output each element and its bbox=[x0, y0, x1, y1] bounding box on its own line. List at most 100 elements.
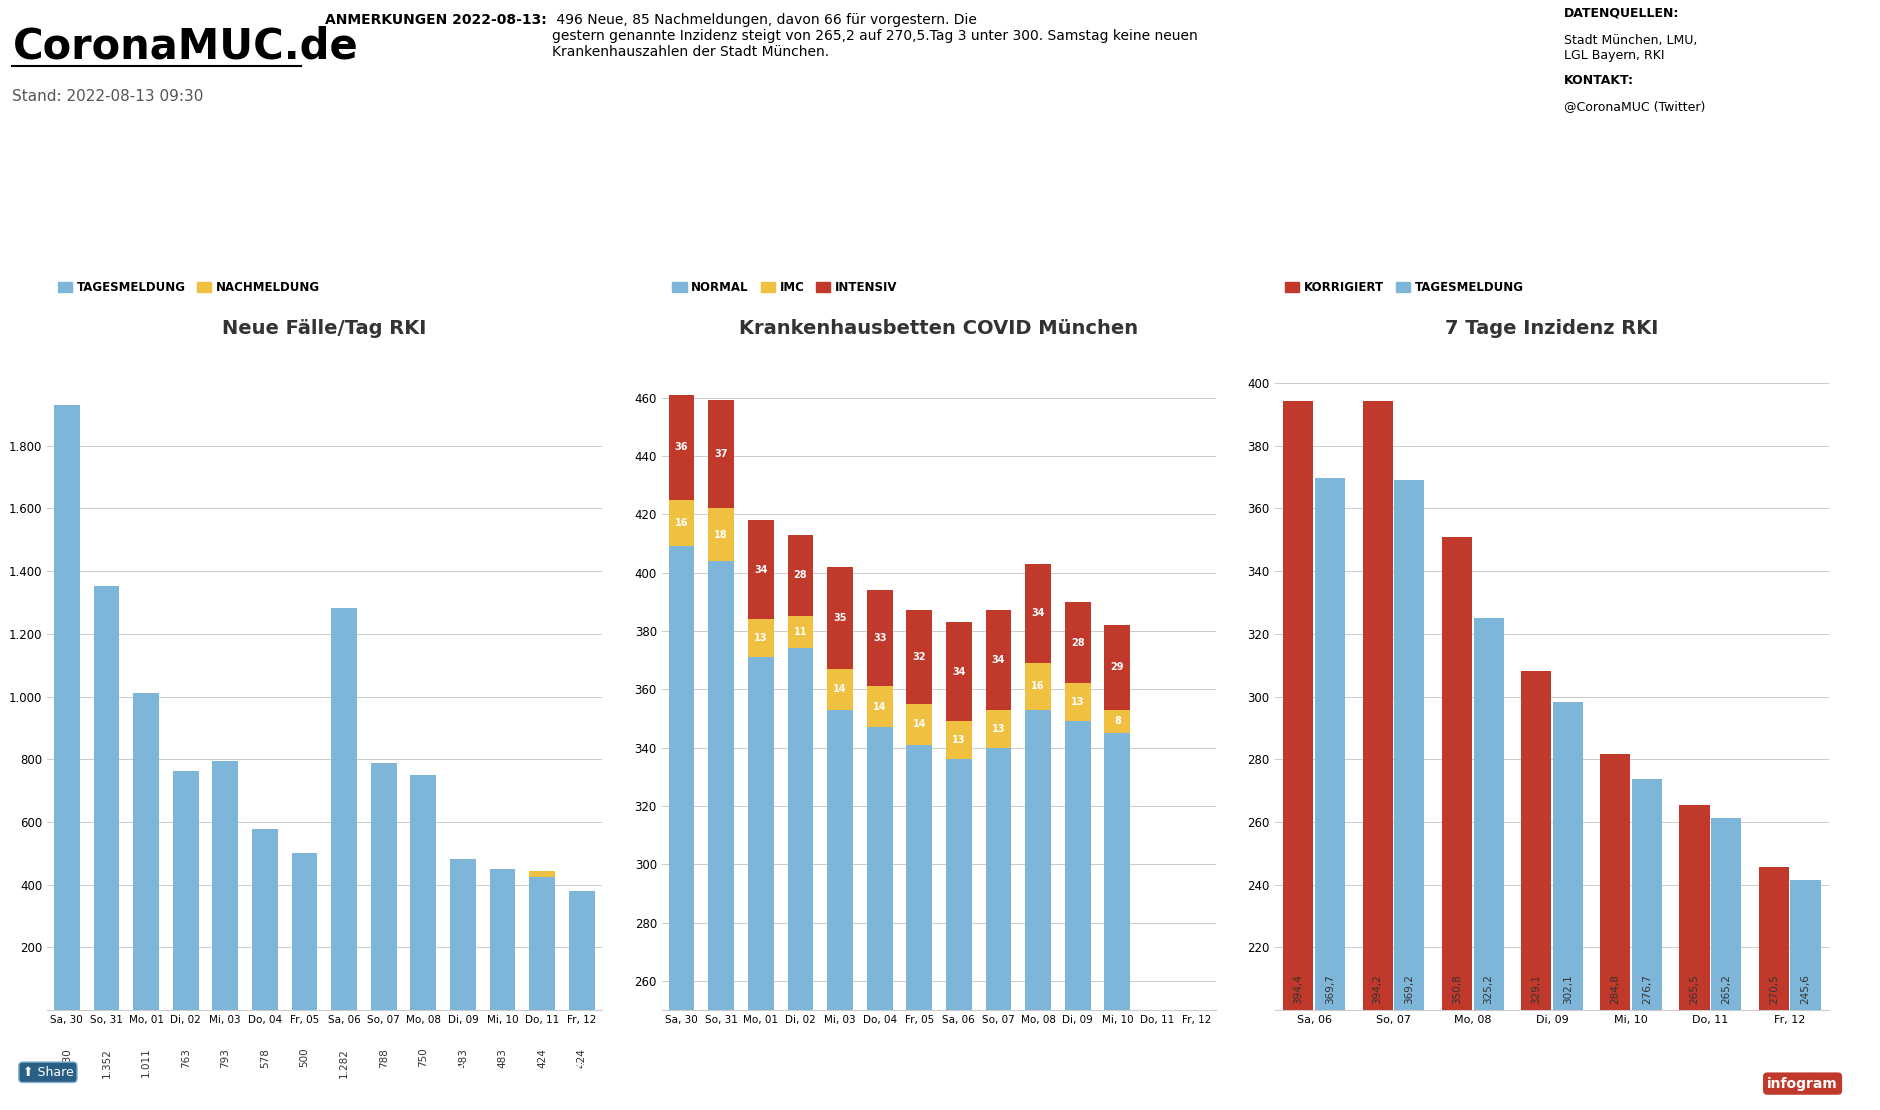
Bar bbox=[827, 669, 854, 709]
Text: 37: 37 bbox=[714, 450, 728, 460]
Text: 33: 33 bbox=[872, 633, 885, 643]
Text: 14: 14 bbox=[912, 719, 927, 729]
Bar bbox=[827, 567, 854, 669]
Bar bbox=[489, 869, 515, 1010]
Bar bbox=[1679, 805, 1709, 1110]
Bar bbox=[1600, 754, 1630, 1110]
Bar bbox=[1025, 564, 1051, 663]
Bar bbox=[410, 775, 436, 1010]
Text: 34: 34 bbox=[951, 667, 966, 677]
Bar bbox=[867, 727, 893, 1110]
Text: Di-Sa, nicht nach
Feiertagen: Di-Sa, nicht nach Feiertagen bbox=[1669, 307, 1777, 335]
Text: 750: 750 bbox=[419, 1048, 429, 1068]
Text: IMC: IMC bbox=[1087, 280, 1107, 290]
Text: ⬆ Share: ⬆ Share bbox=[23, 1066, 73, 1079]
Text: 1.352: 1.352 bbox=[102, 1048, 111, 1078]
Text: 34: 34 bbox=[754, 565, 767, 575]
Text: +496: +496 bbox=[92, 199, 222, 241]
Bar bbox=[212, 761, 239, 1010]
Bar bbox=[570, 891, 594, 1010]
Text: 369,2: 369,2 bbox=[1404, 973, 1414, 1003]
Text: 1.011: 1.011 bbox=[141, 1048, 150, 1078]
Bar bbox=[709, 508, 733, 561]
Text: +3: +3 bbox=[436, 199, 504, 241]
Bar bbox=[1025, 663, 1051, 709]
Text: infogram: infogram bbox=[1767, 1077, 1839, 1091]
Text: 8: 8 bbox=[1083, 201, 1111, 239]
Text: 16: 16 bbox=[675, 518, 688, 528]
Text: 9.335: 9.335 bbox=[713, 199, 854, 241]
Text: @CoronaMUC (Twitter): @CoronaMUC (Twitter) bbox=[1564, 100, 1705, 112]
Text: 13: 13 bbox=[993, 724, 1006, 734]
Bar bbox=[867, 591, 893, 686]
Text: Quelle: LMU: Quelle: LMU bbox=[1372, 315, 1448, 329]
Text: 11: 11 bbox=[793, 627, 807, 637]
Bar bbox=[55, 405, 79, 1010]
Text: CoronaMUC.de: CoronaMUC.de bbox=[13, 26, 359, 68]
Legend: TAGESMELDUNG, NACHMELDUNG: TAGESMELDUNG, NACHMELDUNG bbox=[53, 276, 325, 299]
Bar bbox=[827, 709, 854, 1110]
Bar bbox=[985, 610, 1011, 709]
Legend: KORRIGIERT, TAGESMELDUNG: KORRIGIERT, TAGESMELDUNG bbox=[1280, 276, 1528, 299]
Bar bbox=[985, 747, 1011, 1110]
Bar bbox=[788, 648, 814, 1110]
Text: 483: 483 bbox=[498, 1048, 508, 1068]
Text: Stand: 2022-08-13 09:30: Stand: 2022-08-13 09:30 bbox=[13, 90, 203, 104]
Text: 28: 28 bbox=[793, 571, 807, 581]
Bar bbox=[946, 759, 972, 1110]
Text: 302,1: 302,1 bbox=[1562, 975, 1574, 1003]
Bar bbox=[1474, 617, 1504, 1110]
Bar bbox=[946, 722, 972, 759]
Bar bbox=[669, 546, 694, 1110]
Text: 265,2: 265,2 bbox=[1722, 973, 1731, 1003]
Bar bbox=[906, 610, 932, 704]
Text: BESTÄTIGTE FÄLLE: BESTÄTIGTE FÄLLE bbox=[96, 149, 218, 161]
Bar bbox=[1632, 779, 1662, 1110]
Bar bbox=[985, 709, 1011, 747]
Text: 394,4: 394,4 bbox=[1293, 973, 1303, 1003]
Bar bbox=[370, 763, 397, 1010]
Text: 350,8: 350,8 bbox=[1451, 975, 1463, 1003]
Text: 788: 788 bbox=[378, 1048, 389, 1068]
Text: 245,6: 245,6 bbox=[1653, 199, 1794, 241]
Text: Genesene: 607.094: Genesene: 607.094 bbox=[722, 315, 844, 329]
Bar bbox=[1758, 867, 1790, 1110]
Bar bbox=[1363, 401, 1393, 1110]
Text: 500: 500 bbox=[299, 1048, 310, 1068]
Bar bbox=[748, 657, 775, 1110]
Bar bbox=[449, 859, 476, 1010]
Text: 14: 14 bbox=[833, 684, 846, 694]
Bar bbox=[1553, 703, 1583, 1110]
Bar bbox=[1104, 625, 1130, 709]
Title: Neue Fälle/Tag RKI: Neue Fälle/Tag RKI bbox=[222, 320, 427, 339]
Bar bbox=[709, 561, 733, 1110]
Bar bbox=[173, 770, 199, 1010]
Text: AKTUELL INFIZIERTE*: AKTUELL INFIZIERTE* bbox=[713, 149, 854, 161]
Bar bbox=[906, 704, 932, 745]
Text: 29: 29 bbox=[1169, 201, 1224, 239]
Text: 578: 578 bbox=[259, 1048, 271, 1068]
Bar bbox=[669, 395, 694, 500]
Text: 245,6: 245,6 bbox=[1801, 973, 1810, 1003]
Bar bbox=[788, 535, 814, 616]
Text: 345: 345 bbox=[955, 201, 1038, 239]
Text: 284,8: 284,8 bbox=[1611, 973, 1621, 1003]
Text: Gesamt: 2.140: Gesamt: 2.140 bbox=[423, 315, 517, 329]
Text: 424: 424 bbox=[577, 1048, 587, 1068]
Text: INTENSIV: INTENSIV bbox=[1171, 280, 1222, 290]
Text: 483: 483 bbox=[459, 1048, 468, 1068]
Bar bbox=[1104, 709, 1130, 733]
Text: 13: 13 bbox=[951, 735, 966, 745]
Text: Made with: Made with bbox=[1720, 1056, 1778, 1066]
Bar bbox=[1064, 684, 1090, 722]
Bar bbox=[1711, 818, 1741, 1110]
Text: DATENQUELLEN:: DATENQUELLEN: bbox=[1564, 7, 1679, 19]
Bar bbox=[331, 608, 357, 1010]
Bar bbox=[906, 745, 932, 1110]
Text: * Genesene:  7 Tages Durchschnitt der Summe RKI vor 10 Tagen | Aktuell Infiziert: * Genesene: 7 Tages Durchschnitt der Sum… bbox=[444, 1063, 1436, 1081]
Text: 496 Neue, 85 Nachmeldungen, davon 66 für vorgestern. Die
gestern genannte Inzide: 496 Neue, 85 Nachmeldungen, davon 66 für… bbox=[553, 13, 1198, 59]
Text: 32: 32 bbox=[912, 653, 927, 663]
Bar bbox=[1395, 480, 1425, 1110]
Text: 265,5: 265,5 bbox=[1690, 973, 1700, 1003]
Bar bbox=[1025, 709, 1051, 1110]
